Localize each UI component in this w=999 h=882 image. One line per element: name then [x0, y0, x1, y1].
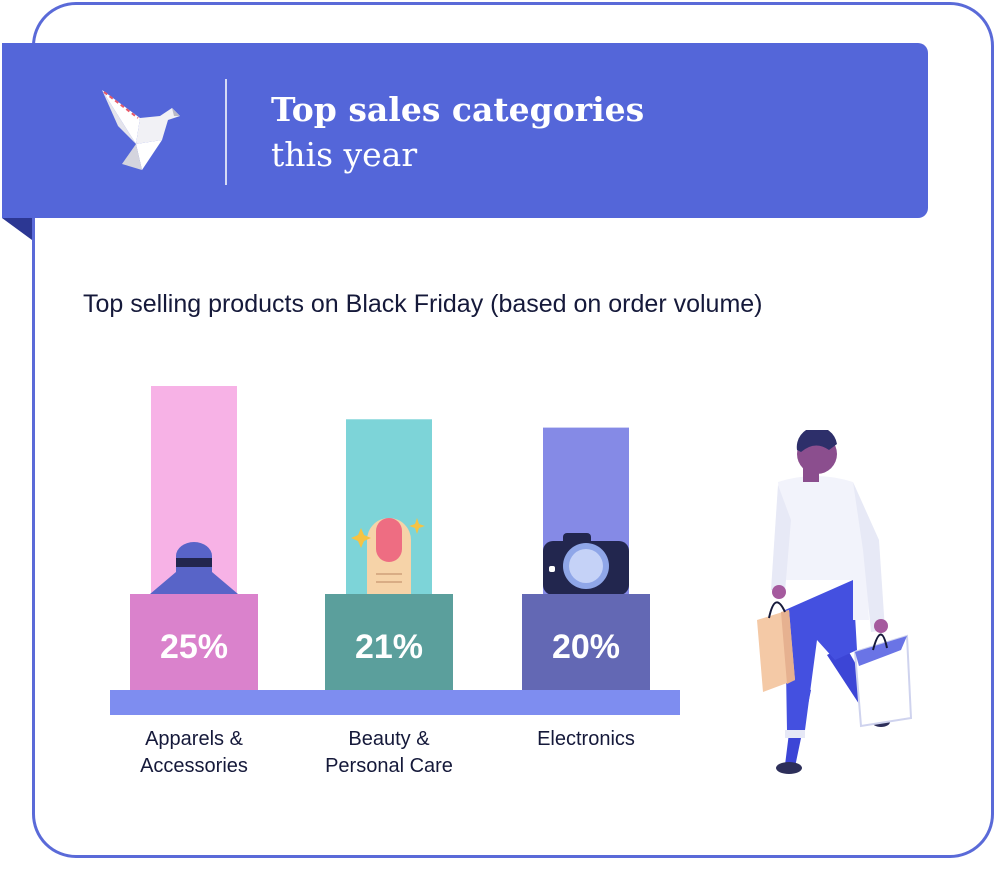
value-label-2: 21% — [355, 628, 423, 666]
shopper-illustration-icon — [757, 430, 913, 774]
category-label-3: Electronics — [537, 728, 635, 750]
chart-baseline — [110, 690, 680, 715]
pedestal-3 — [522, 594, 650, 690]
pedestal-2 — [325, 594, 453, 690]
camera-icon — [543, 533, 629, 595]
header-divider — [225, 79, 227, 185]
banner-fold — [2, 218, 32, 240]
category-label-1: Apparels & Accessories — [140, 728, 248, 777]
page-title: Top sales categories — [271, 90, 645, 129]
value-label-3: 20% — [552, 628, 620, 666]
value-label-1: 25% — [160, 628, 228, 666]
pedestal-1 — [130, 594, 258, 690]
paper-bird-logo-icon — [102, 90, 180, 170]
hat-icon — [150, 542, 238, 594]
page-title-secondary: this year — [271, 135, 418, 174]
nail-icon — [351, 518, 425, 594]
category-label-2: Beauty & Personal Care — [325, 728, 453, 777]
chart-subtitle: Top selling products on Black Friday (ba… — [83, 290, 763, 318]
